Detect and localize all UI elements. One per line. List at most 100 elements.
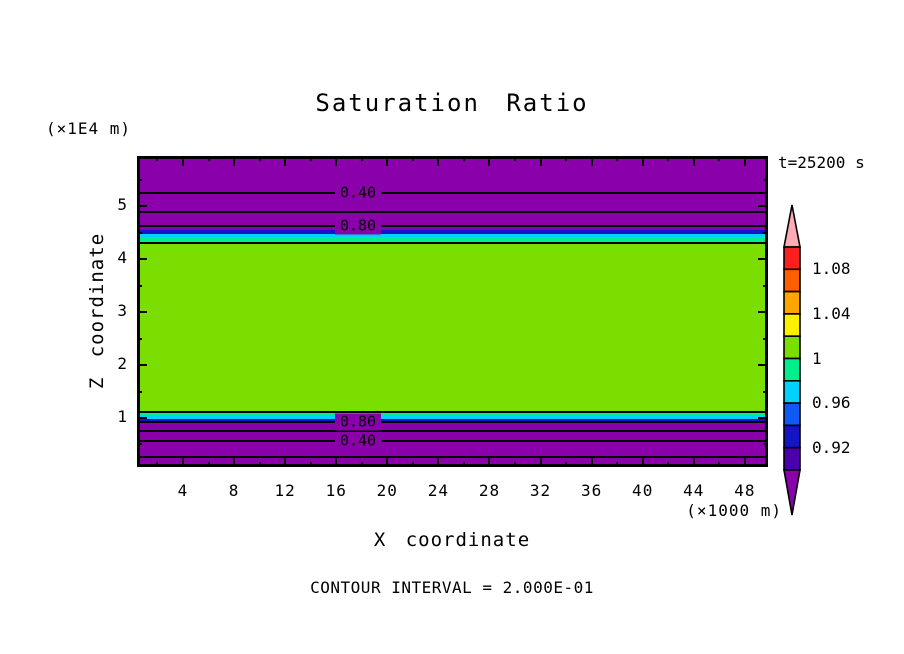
y-minor-tick <box>137 390 142 393</box>
x-minor-tick <box>411 462 414 467</box>
y-tick-label-5: 5 <box>117 195 127 215</box>
y-axis-unit-label: (×1E4 m) <box>46 119 132 138</box>
field-band-spring <box>137 412 768 416</box>
colorbar-label-0.96: 0.96 <box>812 393 851 413</box>
x-major-tick <box>335 156 338 166</box>
y-minor-tick <box>137 178 142 181</box>
x-minor-tick <box>309 156 312 161</box>
y-minor-tick <box>763 337 768 340</box>
x-major-tick <box>692 457 695 467</box>
contour-interval-caption: CONTOUR INTERVAL = 2.000E-01 <box>310 578 594 597</box>
x-major-tick <box>437 457 440 467</box>
contour-line-0.20 <box>137 456 768 459</box>
x-tick-label-8: 8 <box>228 481 240 500</box>
y-minor-tick <box>137 443 142 446</box>
x-major-tick <box>284 156 287 166</box>
page-title: Saturation Ratio <box>315 89 589 117</box>
y-major-tick <box>758 311 768 314</box>
x-major-tick <box>539 457 542 467</box>
x-tick-label-12: 12 <box>274 481 296 500</box>
x-major-tick <box>181 457 184 467</box>
x-minor-tick <box>514 462 516 467</box>
x-tick-label-48: 48 <box>734 481 756 500</box>
x-major-tick <box>641 457 644 467</box>
x-minor-tick <box>360 462 363 467</box>
contour-line-1.00 <box>137 411 768 414</box>
x-major-tick <box>488 457 491 467</box>
y-tick-label-4: 4 <box>117 248 127 268</box>
x-tick-label-40: 40 <box>632 481 654 500</box>
x-major-tick <box>539 156 542 166</box>
contour-label-0.80: 0.80 <box>334 217 382 235</box>
x-major-tick <box>386 457 389 467</box>
colorbar-block-green <box>783 335 801 360</box>
x-major-tick <box>233 156 236 166</box>
x-minor-tick <box>514 156 516 161</box>
field-band-green <box>137 242 768 413</box>
x-axis-unit-label: (×1000 m) <box>686 501 782 520</box>
x-major-tick <box>743 156 746 166</box>
x-major-tick <box>284 457 287 467</box>
time-annotation: t=25200 s <box>778 153 865 172</box>
y-major-tick <box>137 311 147 314</box>
y-major-tick <box>137 205 147 208</box>
plot-area: 0.40 0.80 0.80 0.40 <box>137 156 768 467</box>
x-major-tick <box>181 156 184 166</box>
y-tick-label-3: 3 <box>117 301 127 321</box>
contour-label-0.40: 0.40 <box>334 184 382 202</box>
contour-line-1.00 <box>137 241 768 244</box>
x-minor-tick <box>207 462 210 467</box>
field-band-spring <box>137 237 768 243</box>
colorbar-block-blue <box>783 402 801 427</box>
y-major-tick <box>758 258 768 261</box>
colorbar-arrow-down <box>783 469 801 516</box>
colorbar-block-amber <box>783 290 801 315</box>
contour-line-0.80 <box>137 420 768 423</box>
x-major-tick <box>233 457 236 467</box>
x-tick-label-20: 20 <box>376 481 398 500</box>
contour-line-0.40 <box>137 192 768 195</box>
field-band-cyan <box>137 415 768 419</box>
x-minor-tick <box>565 156 568 161</box>
x-minor-tick <box>309 462 312 467</box>
colorbar-label-0.92: 0.92 <box>812 437 851 457</box>
y-tick-label-2: 2 <box>117 354 127 374</box>
x-major-tick <box>335 457 338 467</box>
contour-label-0.40: 0.40 <box>334 432 382 450</box>
y-major-tick <box>758 205 768 208</box>
y-major-tick <box>137 258 147 261</box>
y-major-tick <box>137 364 147 367</box>
y-tick-label-1: 1 <box>117 407 127 426</box>
field-band-cyan <box>137 233 768 238</box>
x-tick-label-24: 24 <box>427 481 450 500</box>
field-band-navy <box>137 230 768 234</box>
contour-line-0.80 <box>137 224 768 227</box>
contour-line-0.60 <box>137 211 768 214</box>
y-major-tick <box>137 417 147 419</box>
y-minor-tick <box>137 231 142 234</box>
field-band-purple <box>137 421 768 467</box>
x-major-tick <box>590 457 593 467</box>
y-minor-tick <box>137 284 142 287</box>
x-tick-label-16: 16 <box>325 481 347 500</box>
x-tick-label-32: 32 <box>529 481 552 500</box>
field-band-navy <box>137 418 768 422</box>
colorbar-block-red <box>783 246 801 271</box>
contour-line-0.60 <box>137 430 768 433</box>
colorbar-label-1.08: 1.08 <box>812 259 851 279</box>
x-minor-tick <box>462 462 465 467</box>
x-tick-label-4: 4 <box>177 481 189 500</box>
colorbar-scale <box>783 204 801 516</box>
x-minor-tick <box>565 462 568 467</box>
colorbar-label-1.04: 1.04 <box>812 303 851 323</box>
y-minor-tick <box>763 231 768 234</box>
x-axis-title: X coordinate <box>373 529 531 551</box>
y-minor-tick <box>763 178 768 181</box>
y-major-tick <box>758 417 768 419</box>
x-tick-label-44: 44 <box>683 481 705 500</box>
x-major-tick <box>590 156 593 166</box>
x-minor-tick <box>258 156 261 161</box>
x-major-tick <box>692 156 695 166</box>
x-minor-tick <box>667 462 670 467</box>
